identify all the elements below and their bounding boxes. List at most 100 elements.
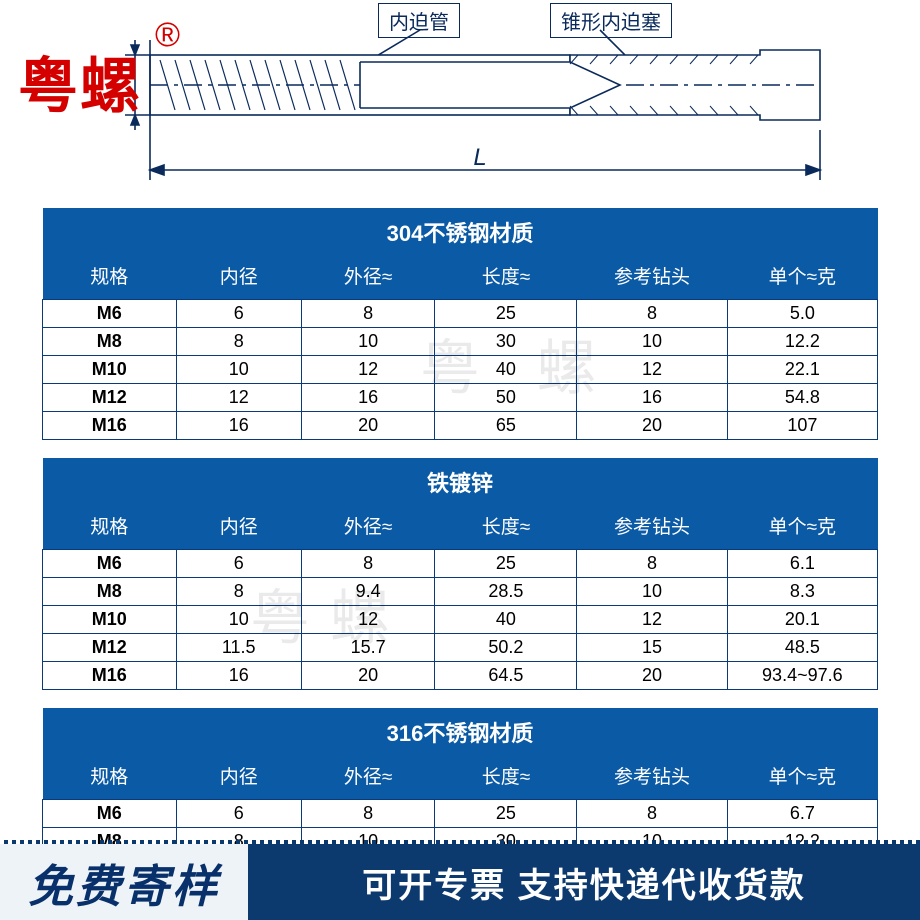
table-cell: 93.4~97.6 bbox=[727, 662, 877, 690]
table-column-header: 外径≈ bbox=[301, 254, 435, 300]
table-cell: 10 bbox=[577, 578, 727, 606]
table-row: M121216501654.8 bbox=[43, 384, 878, 412]
table-cell: 16 bbox=[301, 384, 435, 412]
table-row: M889.428.5108.3 bbox=[43, 578, 878, 606]
table-column-header: 长度≈ bbox=[435, 254, 577, 300]
table-cell: 48.5 bbox=[727, 634, 877, 662]
table-cell: 8.3 bbox=[727, 578, 877, 606]
table-row: M16162064.52093.4~97.6 bbox=[43, 662, 878, 690]
spec-table: 铁镀锌规格内径外径≈长度≈参考钻头单个≈克M6682586.1M889.428.… bbox=[42, 458, 878, 690]
table-cell: M12 bbox=[43, 634, 177, 662]
table-row: M6682585.0 bbox=[43, 300, 878, 328]
table-column-header: 内径 bbox=[176, 754, 301, 800]
table-cell: M6 bbox=[43, 550, 177, 578]
table-row: M101012401220.1 bbox=[43, 606, 878, 634]
table-cell: 20.1 bbox=[727, 606, 877, 634]
table-cell: 20 bbox=[577, 412, 727, 440]
table-cell: M8 bbox=[43, 328, 177, 356]
footer-top-border bbox=[0, 840, 920, 844]
table-row: M1616206520107 bbox=[43, 412, 878, 440]
table-cell: 8 bbox=[301, 800, 435, 828]
table-cell: 40 bbox=[435, 606, 577, 634]
table-column-header: 单个≈克 bbox=[727, 504, 877, 550]
table-cell: 16 bbox=[577, 384, 727, 412]
table-cell: M8 bbox=[43, 578, 177, 606]
table-cell: 12 bbox=[176, 384, 301, 412]
table-cell: 22.1 bbox=[727, 356, 877, 384]
table-cell: M10 bbox=[43, 606, 177, 634]
table-cell: M16 bbox=[43, 662, 177, 690]
spec-table: 304不锈钢材质规格内径外径≈长度≈参考钻头单个≈克M6682585.0M881… bbox=[42, 208, 878, 440]
table-cell: 8 bbox=[577, 300, 727, 328]
table-cell: 8 bbox=[176, 578, 301, 606]
table-cell: 12 bbox=[301, 606, 435, 634]
table-cell: 107 bbox=[727, 412, 877, 440]
table-cell: 16 bbox=[176, 412, 301, 440]
table-cell: 10 bbox=[577, 328, 727, 356]
spec-table: 316不锈钢材质规格内径外径≈长度≈参考钻头单个≈克M6682586.7M881… bbox=[42, 708, 878, 856]
brand-logo: 粤螺 bbox=[18, 38, 142, 125]
table-cell: 50 bbox=[435, 384, 577, 412]
table-title: 304不锈钢材质 bbox=[43, 208, 878, 254]
table-cell: 65 bbox=[435, 412, 577, 440]
table-cell: 25 bbox=[435, 550, 577, 578]
table-column-header: 参考钻头 bbox=[577, 254, 727, 300]
table-title: 铁镀锌 bbox=[43, 458, 878, 504]
table-cell: 6 bbox=[176, 800, 301, 828]
table-cell: 50.2 bbox=[435, 634, 577, 662]
table-row: M8810301012.2 bbox=[43, 328, 878, 356]
table-cell: 25 bbox=[435, 800, 577, 828]
table-column-header: 内径 bbox=[176, 254, 301, 300]
table-column-header: 外径≈ bbox=[301, 504, 435, 550]
table-cell: 8 bbox=[301, 550, 435, 578]
table-column-header: 长度≈ bbox=[435, 754, 577, 800]
spec-tables-container: 304不锈钢材质规格内径外径≈长度≈参考钻头单个≈克M6682585.0M881… bbox=[0, 200, 920, 856]
table-cell: M6 bbox=[43, 300, 177, 328]
table-cell: 10 bbox=[176, 356, 301, 384]
table-row: M1211.515.750.21548.5 bbox=[43, 634, 878, 662]
table-column-header: 长度≈ bbox=[435, 504, 577, 550]
table-cell: 15 bbox=[577, 634, 727, 662]
table-column-header: 单个≈克 bbox=[727, 754, 877, 800]
table-cell: 40 bbox=[435, 356, 577, 384]
table-cell: 28.5 bbox=[435, 578, 577, 606]
table-column-header: 参考钻头 bbox=[577, 504, 727, 550]
table-cell: 8 bbox=[301, 300, 435, 328]
table-cell: 11.5 bbox=[176, 634, 301, 662]
table-column-header: 单个≈克 bbox=[727, 254, 877, 300]
table-column-header: 外径≈ bbox=[301, 754, 435, 800]
table-cell: 6 bbox=[176, 550, 301, 578]
table-row: M6682586.1 bbox=[43, 550, 878, 578]
table-column-header: 参考钻头 bbox=[577, 754, 727, 800]
table-cell: 6.7 bbox=[727, 800, 877, 828]
length-label: L bbox=[473, 144, 486, 171]
table-cell: 8 bbox=[577, 550, 727, 578]
registered-mark: ® bbox=[155, 16, 180, 55]
table-cell: 12 bbox=[577, 606, 727, 634]
table-cell: 9.4 bbox=[301, 578, 435, 606]
table-column-header: 规格 bbox=[43, 254, 177, 300]
table-cell: 6 bbox=[176, 300, 301, 328]
table-column-header: 内径 bbox=[176, 504, 301, 550]
table-cell: 8 bbox=[577, 800, 727, 828]
footer-free-sample: 免费寄样 bbox=[0, 844, 248, 920]
table-cell: 10 bbox=[301, 328, 435, 356]
table-cell: 12 bbox=[301, 356, 435, 384]
table-cell: 5.0 bbox=[727, 300, 877, 328]
table-cell: M16 bbox=[43, 412, 177, 440]
table-cell: 54.8 bbox=[727, 384, 877, 412]
table-cell: 15.7 bbox=[301, 634, 435, 662]
table-cell: 30 bbox=[435, 328, 577, 356]
table-column-header: 规格 bbox=[43, 504, 177, 550]
table-cell: M12 bbox=[43, 384, 177, 412]
table-cell: 12 bbox=[577, 356, 727, 384]
table-cell: M10 bbox=[43, 356, 177, 384]
table-cell: 16 bbox=[176, 662, 301, 690]
table-row: M6682586.7 bbox=[43, 800, 878, 828]
table-cell: 25 bbox=[435, 300, 577, 328]
table-cell: M6 bbox=[43, 800, 177, 828]
technical-diagram: 粤螺 ® 内迫管 锥形内迫塞 bbox=[0, 0, 920, 200]
table-cell: 12.2 bbox=[727, 328, 877, 356]
table-cell: 20 bbox=[301, 662, 435, 690]
table-cell: 8 bbox=[176, 328, 301, 356]
